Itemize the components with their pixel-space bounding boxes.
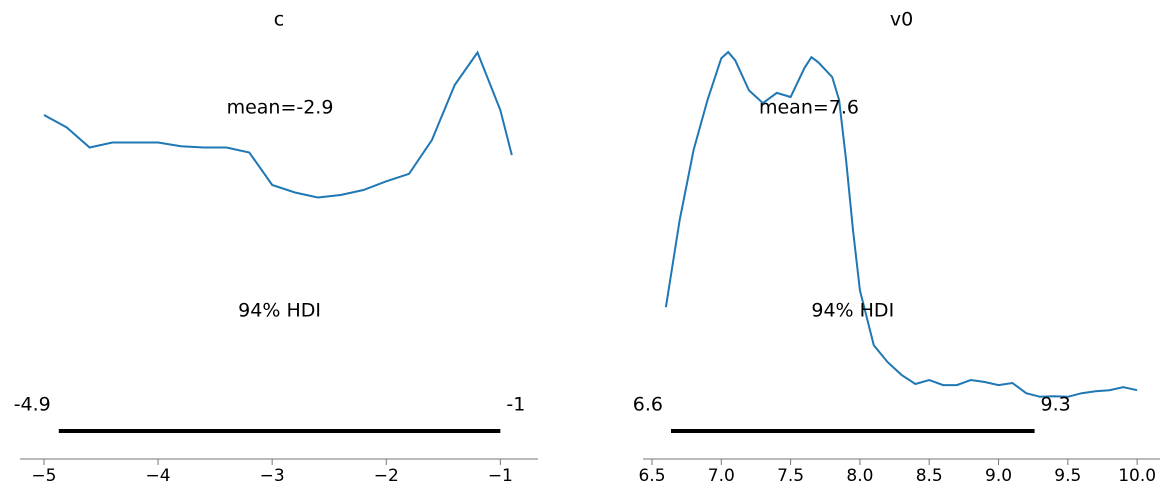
x-tick-label: 8.0	[846, 466, 873, 486]
x-tick-label: 10.0	[1118, 466, 1156, 486]
x-tick-label: 9.5	[1054, 466, 1081, 486]
x-tick-label: 7.5	[777, 466, 804, 486]
mean-label: mean=-2.9	[227, 97, 334, 119]
density-curve	[664, 50, 1138, 398]
x-tick-label: 7.0	[708, 466, 735, 486]
x-tick-label: −5	[31, 466, 56, 486]
density-curve	[43, 50, 513, 199]
mean-label: mean=7.6	[759, 97, 859, 119]
x-tick-label: −1	[488, 466, 513, 486]
x-tick-label: −2	[374, 466, 399, 486]
x-tick-label: 9.0	[985, 466, 1012, 486]
x-tick-label: 6.5	[638, 466, 665, 486]
panel-title: v0	[890, 9, 913, 31]
hdi-title: 94% HDI	[238, 300, 321, 322]
hdi-label: 6.6	[633, 394, 663, 416]
x-tick-label: 8.5	[916, 466, 943, 486]
x-tick-label: −4	[146, 466, 171, 486]
panel-title: c	[274, 9, 284, 31]
hdi-title: 94% HDI	[811, 300, 894, 322]
x-tick-label: −3	[260, 466, 285, 486]
hdi-label: -4.9	[14, 394, 51, 416]
hdi-label: -1	[506, 394, 525, 416]
hdi-label: 9.3	[1041, 394, 1071, 416]
